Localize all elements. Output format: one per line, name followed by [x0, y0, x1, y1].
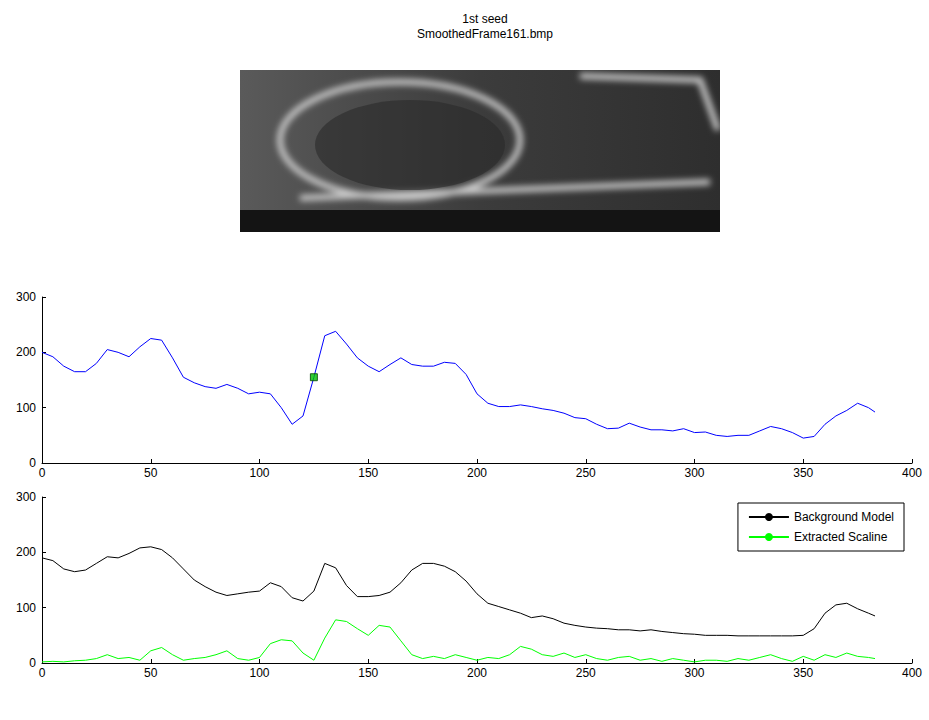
svg-text:300: 300 — [16, 290, 36, 304]
svg-text:50: 50 — [144, 666, 158, 680]
svg-text:1st seed: 1st seed — [462, 12, 507, 26]
svg-text:300: 300 — [684, 666, 704, 680]
svg-text:100: 100 — [249, 666, 269, 680]
svg-text:150: 150 — [358, 666, 378, 680]
svg-text:350: 350 — [793, 466, 813, 480]
svg-text:0: 0 — [39, 466, 46, 480]
svg-text:0: 0 — [29, 456, 36, 470]
svg-text:0: 0 — [39, 666, 46, 680]
svg-text:100: 100 — [16, 401, 36, 415]
svg-text:350: 350 — [793, 666, 813, 680]
svg-text:400: 400 — [902, 666, 922, 680]
svg-text:Extracted Scaline: Extracted Scaline — [794, 530, 888, 544]
svg-text:250: 250 — [576, 466, 596, 480]
svg-text:200: 200 — [467, 666, 487, 680]
svg-text:100: 100 — [16, 601, 36, 615]
svg-text:150: 150 — [358, 466, 378, 480]
svg-text:300: 300 — [684, 466, 704, 480]
svg-text:0: 0 — [29, 656, 36, 670]
svg-text:300: 300 — [16, 490, 36, 504]
svg-text:400: 400 — [902, 466, 922, 480]
svg-text:250: 250 — [576, 666, 596, 680]
svg-text:200: 200 — [16, 345, 36, 359]
svg-text:200: 200 — [16, 545, 36, 559]
svg-text:Background Model: Background Model — [794, 510, 894, 524]
svg-text:200: 200 — [467, 466, 487, 480]
svg-text:SmoothedFrame161.bmp: SmoothedFrame161.bmp — [417, 27, 553, 41]
svg-text:50: 50 — [144, 466, 158, 480]
svg-text:100: 100 — [249, 466, 269, 480]
